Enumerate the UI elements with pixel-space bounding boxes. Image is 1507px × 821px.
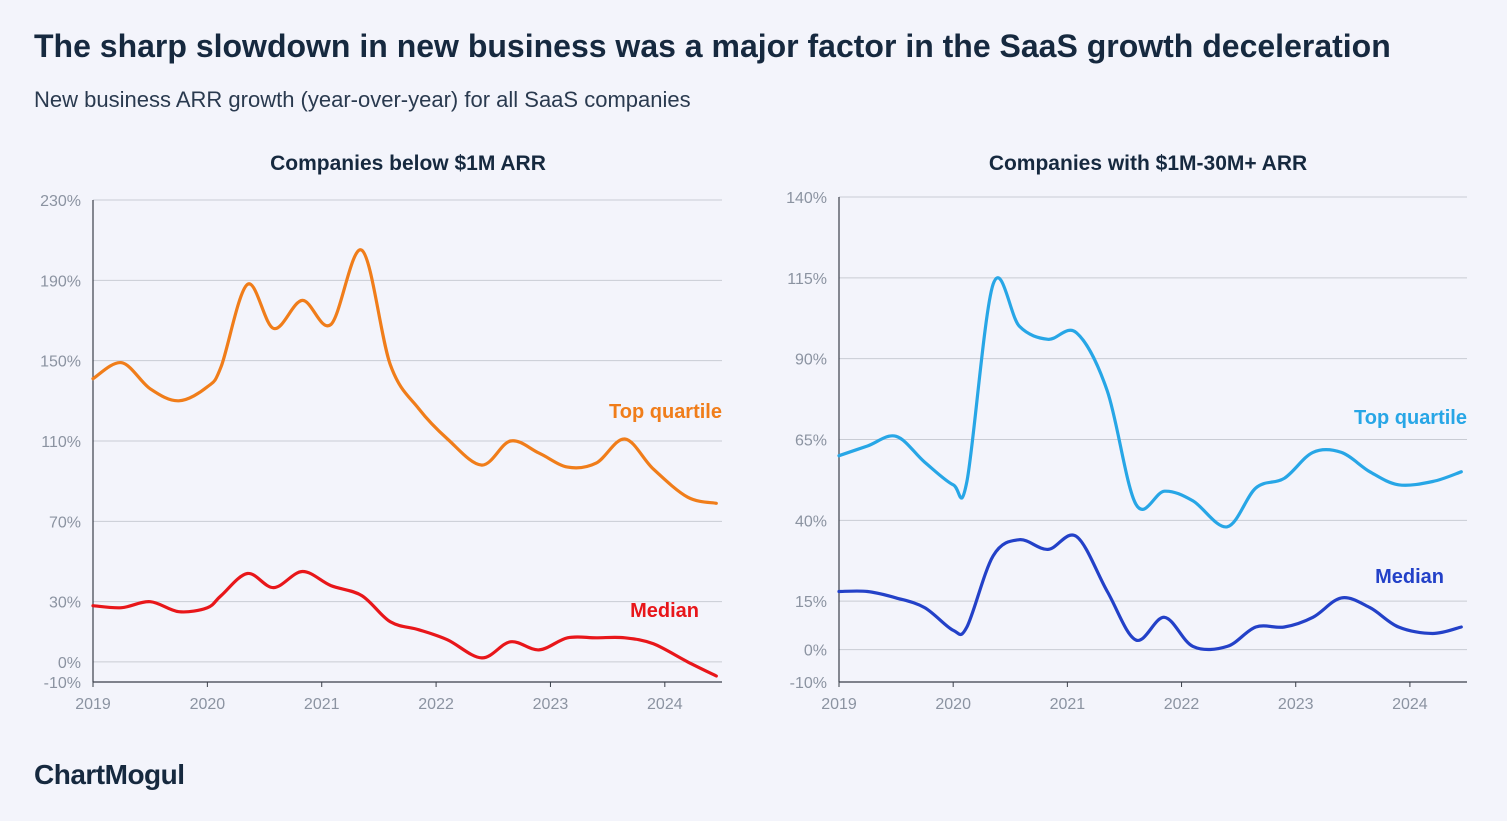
y-tick-label: 40% [795,513,827,530]
x-tick-label: 2022 [1164,696,1200,713]
series-line-median [837,533,1463,652]
y-tick-label: 70% [49,514,81,531]
series-label-median: Median [1375,566,1444,588]
y-tick-label: 115% [787,271,827,288]
y-tick-label: -10% [790,675,827,692]
y-tick-label: 190% [40,273,81,290]
x-tick-label: 2022 [418,696,454,713]
x-tick-label: 2023 [1278,696,1314,713]
y-tick-label: 15% [795,594,827,611]
x-tick-label: 2019 [821,696,857,713]
panel-title: Companies below $1M ARR [270,152,546,175]
y-tick-label: 150% [40,354,81,371]
x-tick-label: 2024 [647,696,683,713]
y-tick-label: 230% [40,193,81,210]
y-tick-label: 110% [41,434,81,451]
chartmogul-logo: ChartMogul [34,759,185,790]
x-tick-label: 2021 [1050,696,1086,713]
series-label-top-quartile: Top quartile [609,401,722,423]
y-tick-label: 0% [58,655,81,672]
x-tick-label: 2020 [190,696,226,713]
y-tick-label: 30% [49,595,81,612]
series-line-median [91,569,718,678]
y-tick-label: 0% [804,643,827,660]
x-tick-label: 2021 [304,696,340,713]
y-tick-label: 65% [795,433,827,450]
y-tick-label: -10% [44,675,81,692]
chart-subtitle: New business ARR growth (year-over-year)… [34,87,691,112]
chart-title: The sharp slowdown in new business was a… [34,28,1391,64]
series-line-top-quartile [837,276,1463,529]
x-tick-label: 2020 [935,696,971,713]
series-line-top-quartile [91,248,718,505]
x-tick-label: 2024 [1392,696,1428,713]
series-label-top-quartile: Top quartile [1354,407,1467,429]
y-tick-label: 140% [786,190,827,207]
x-tick-label: 2019 [75,696,111,713]
x-tick-label: 2023 [533,696,569,713]
panel-title: Companies with $1M-30M+ ARR [989,152,1307,175]
y-tick-label: 90% [795,352,827,369]
series-label-median: Median [630,600,699,622]
